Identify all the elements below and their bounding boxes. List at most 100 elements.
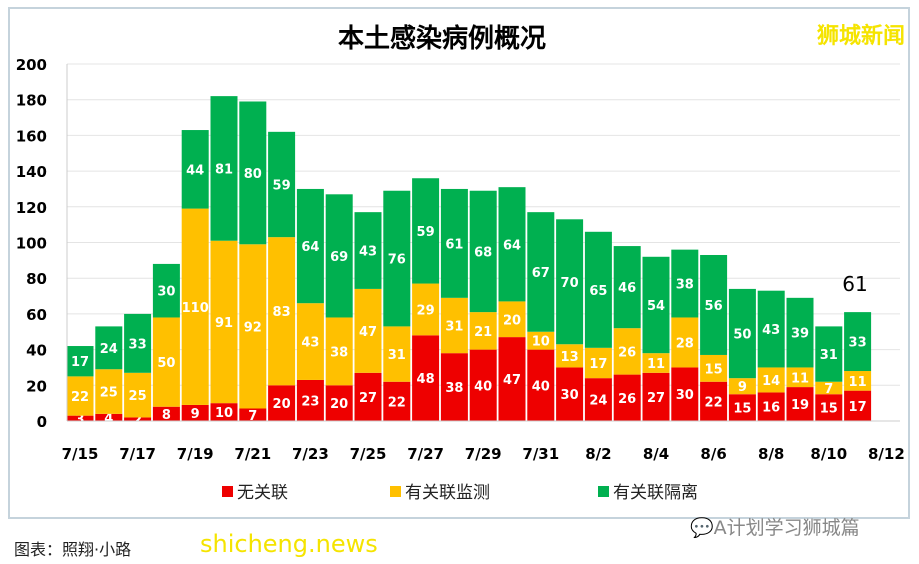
- data-label: 10: [532, 335, 550, 350]
- bar-segment: [556, 367, 584, 421]
- bar-segment: [671, 249, 699, 318]
- data-label: 20: [330, 397, 348, 412]
- bar-segment: [469, 312, 497, 350]
- bar-segment: [469, 349, 497, 421]
- data-label: 39: [791, 327, 809, 342]
- bar-segment: [786, 387, 814, 421]
- bar-segment: [498, 301, 526, 338]
- bar-segment: [354, 212, 382, 289]
- data-label: 40: [532, 379, 550, 394]
- bar-segment: [296, 303, 324, 380]
- x-tick-label: 8/10: [810, 445, 847, 463]
- bar-segment: [844, 390, 872, 421]
- data-label: 17: [589, 357, 607, 372]
- data-label: 20: [273, 397, 291, 412]
- bar-segment: [815, 394, 843, 421]
- data-label: 48: [417, 372, 435, 387]
- data-label: 65: [589, 284, 607, 299]
- y-tick-label: 80: [26, 270, 47, 288]
- bar-segment: [95, 413, 123, 421]
- legend: 无关联 有关联监测 有关联隔离: [222, 483, 698, 503]
- legend-swatch: [390, 486, 401, 497]
- data-label: 30: [676, 388, 694, 403]
- data-label: 25: [129, 389, 147, 404]
- axes: 0 20 40 60 80 100 120 140 160 180 200 7/15 7/17 7/19 7…: [16, 56, 905, 463]
- y-tick-label: 100: [16, 235, 47, 253]
- bar-segment: [786, 367, 814, 388]
- data-label: 26: [618, 345, 636, 360]
- data-label: 17: [71, 355, 89, 370]
- data-label: 56: [705, 299, 723, 314]
- data-label: 68: [474, 245, 492, 260]
- bar-segment: [210, 240, 238, 404]
- bar-segment: [700, 254, 728, 355]
- x-tick-label: 7/23: [292, 445, 329, 463]
- bar-segment: [527, 349, 555, 421]
- bar-segment: [383, 381, 411, 421]
- y-tick-label: 120: [16, 199, 47, 217]
- bar-segment: [66, 346, 94, 377]
- bar-segment: [671, 317, 699, 368]
- x-tick-label: 7/27: [407, 445, 444, 463]
- bar-segment: [325, 317, 353, 386]
- y-tick-label: 200: [16, 56, 47, 74]
- bar-segment: [671, 367, 699, 421]
- data-label: 43: [359, 245, 377, 260]
- y-tick-label: 160: [16, 127, 47, 145]
- bar-segment: [296, 379, 324, 421]
- bar-segment: [412, 178, 440, 284]
- bar-segment: [728, 394, 756, 421]
- data-label: 70: [561, 276, 579, 291]
- data-label: 11: [849, 375, 867, 390]
- data-label: 22: [71, 390, 89, 405]
- bar-segment: [584, 347, 612, 379]
- data-label: 110: [182, 301, 209, 316]
- data-label: 59: [417, 225, 435, 240]
- caption: 图表：照翔·小路: [14, 540, 132, 559]
- y-tick-label: 140: [16, 163, 47, 181]
- data-label: 16: [762, 401, 780, 416]
- bar-segment: [642, 372, 670, 421]
- data-label: 33: [849, 336, 867, 351]
- data-label: 47: [359, 325, 377, 340]
- x-tick-label: 7/15: [62, 445, 99, 463]
- data-label: 22: [705, 395, 723, 410]
- bar-segment: [95, 369, 123, 414]
- data-label: 11: [791, 371, 809, 386]
- data-label: 27: [359, 391, 377, 406]
- bar-segment: [296, 188, 324, 304]
- data-label: 69: [330, 250, 348, 265]
- y-tick-label: 20: [26, 377, 47, 395]
- data-label: 92: [244, 320, 262, 335]
- x-tick-label: 8/2: [585, 445, 611, 463]
- data-label: 38: [445, 381, 463, 396]
- bar-segment: [383, 190, 411, 327]
- wechat-icon: 💬: [690, 517, 714, 539]
- bar-segment: [642, 353, 670, 373]
- bar-segment: [728, 288, 756, 379]
- bar-segment: [700, 354, 728, 382]
- bar-segment: [210, 96, 238, 241]
- data-label: 3: [75, 412, 84, 427]
- bar-segment: [383, 326, 411, 382]
- bar-segment: [844, 371, 872, 391]
- data-label: 31: [388, 348, 406, 363]
- bar-segment: [268, 385, 296, 421]
- data-label: 8: [162, 408, 171, 423]
- data-label: 83: [273, 305, 291, 320]
- data-label: 81: [215, 162, 233, 177]
- data-label: 33: [129, 337, 147, 352]
- bar-segment: [181, 208, 209, 405]
- bar-segment: [613, 374, 641, 421]
- data-label: 43: [301, 336, 319, 351]
- data-label: 44: [186, 163, 204, 178]
- bar-segment: [786, 297, 814, 368]
- data-label: 7: [248, 409, 257, 424]
- data-label: 64: [503, 238, 521, 253]
- watermark-bottom: shicheng.news: [200, 530, 378, 558]
- bar-segment: [239, 244, 267, 409]
- wechat-source-text: A计划学习狮城篇: [713, 517, 860, 539]
- data-label: 31: [820, 348, 838, 363]
- bar-segment: [239, 101, 267, 245]
- data-label: 26: [618, 392, 636, 407]
